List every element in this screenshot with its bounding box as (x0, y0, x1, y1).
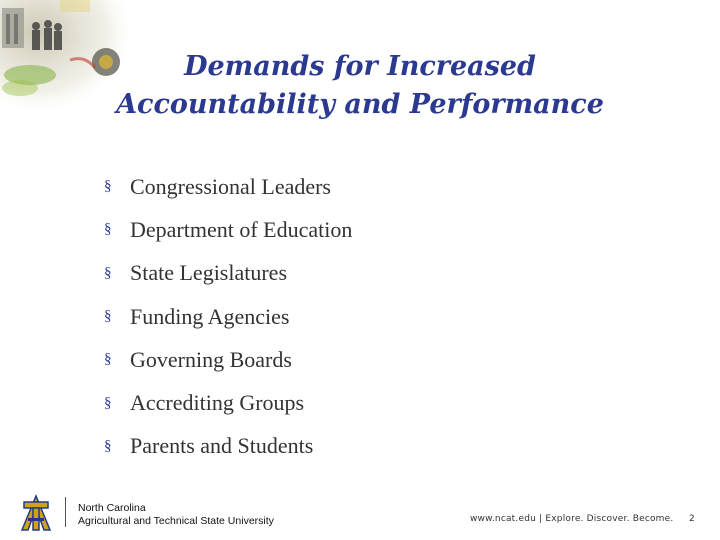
footer-university-name: North Carolina Agricultural and Technica… (78, 502, 274, 528)
footer-tagline: www.ncat.edu | Explore. Discover. Become… (470, 514, 674, 524)
bullet-item: § Parents and Students (104, 425, 352, 468)
bullet-text: Funding Agencies (130, 303, 290, 329)
slide-title-line-1: Demands for Increased (184, 51, 536, 82)
bullet-marker: § (104, 394, 112, 411)
bullet-item: § Department of Education (104, 208, 352, 251)
bullet-list: § Congressional Leaders § Department of … (104, 165, 352, 468)
footer-divider (65, 497, 66, 527)
bullet-marker: § (104, 308, 112, 325)
footer-org-line-1: North Carolina (78, 502, 146, 514)
bullet-text: Congressional Leaders (130, 173, 331, 199)
bullet-text: Department of Education (130, 216, 353, 242)
bullet-item: § Accrediting Groups (104, 381, 352, 424)
footer-org-line-2: Agricultural and Technical State Univers… (78, 515, 274, 527)
university-logo (20, 494, 52, 531)
bullet-item: § Funding Agencies (104, 295, 352, 338)
bullet-marker: § (104, 221, 112, 238)
bullet-item: § Governing Boards (104, 338, 352, 381)
page-number: 2 (689, 514, 695, 524)
header-collage-image (0, 0, 130, 110)
slide-title: Demands for Increased Accountability and… (60, 48, 660, 124)
bullet-marker: § (104, 437, 112, 454)
bullet-marker: § (104, 264, 112, 281)
bullet-marker: § (104, 178, 112, 195)
slide-title-line-2: Accountability and Performance (116, 89, 604, 120)
bullet-text: Governing Boards (130, 346, 292, 372)
bullet-item: § State Legislatures (104, 252, 352, 295)
bullet-text: Accrediting Groups (130, 390, 305, 416)
bullet-item: § Congressional Leaders (104, 165, 352, 208)
bullet-text: Parents and Students (130, 433, 314, 459)
bullet-marker: § (104, 351, 112, 368)
bullet-text: State Legislatures (130, 260, 288, 286)
